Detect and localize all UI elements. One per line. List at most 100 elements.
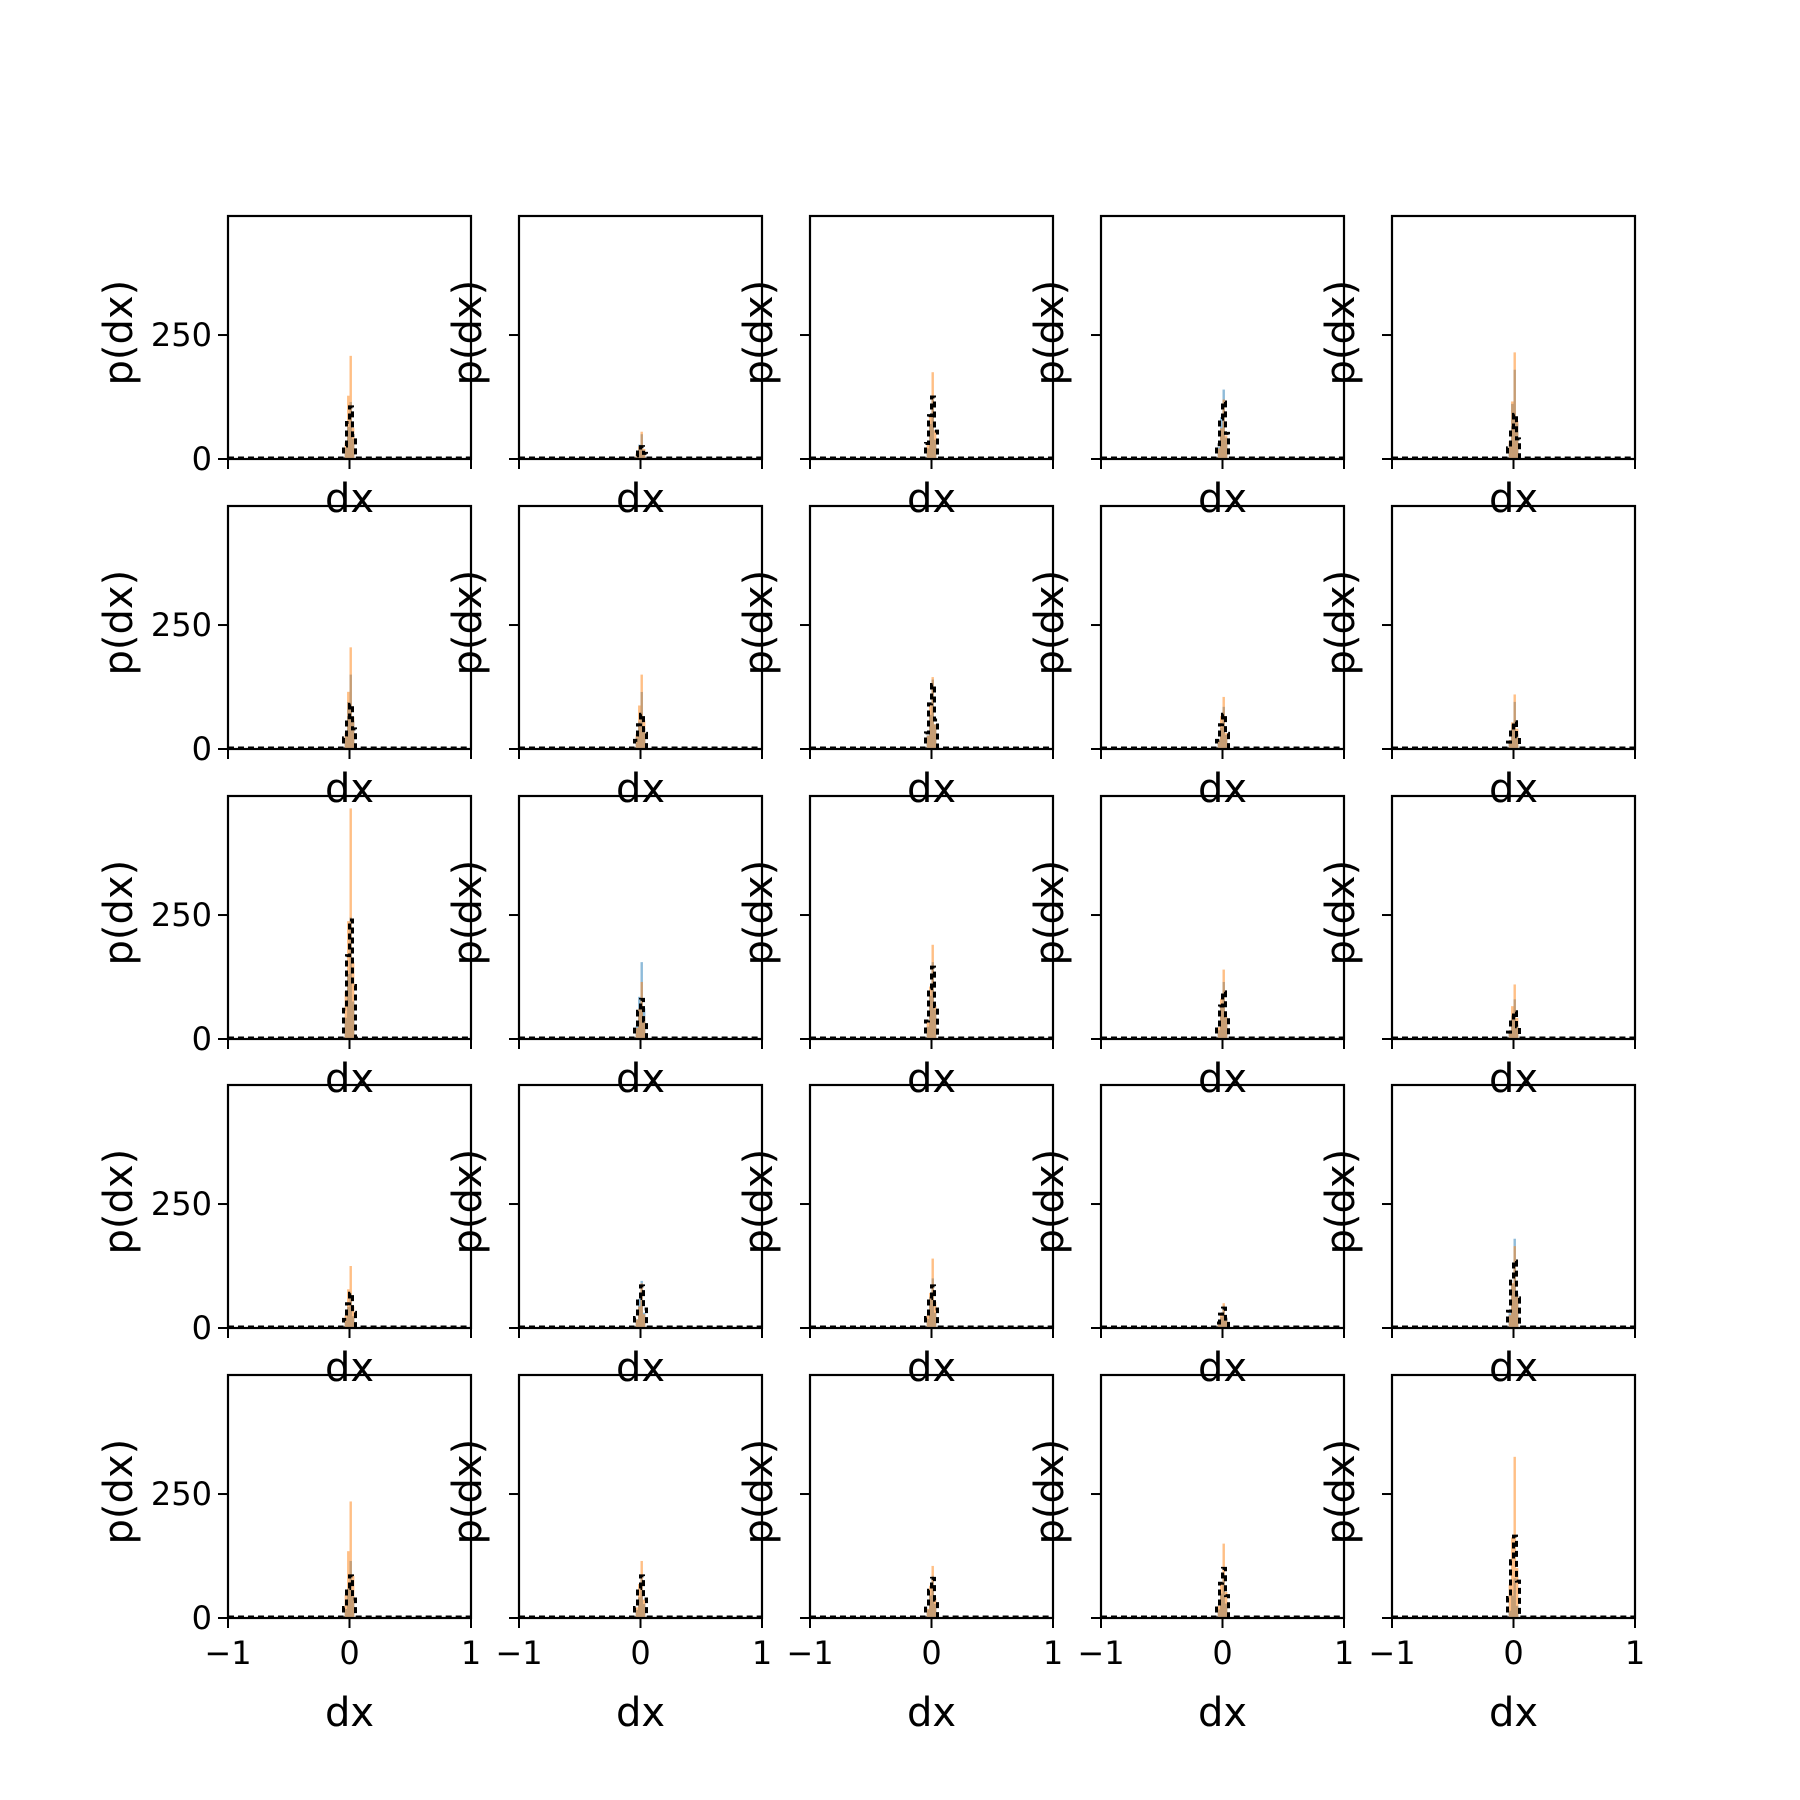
series-b-bar (931, 944, 934, 1039)
y-tick-label: 250 (151, 1185, 212, 1223)
series-b-bar (931, 677, 934, 749)
series-b-bar (1217, 448, 1221, 459)
panel-r2-c3: dx p(dx) (1027, 794, 1346, 1102)
series-b-bar (351, 962, 355, 1039)
series-b-bar (926, 1315, 930, 1328)
x-axis-label: dx (1198, 1345, 1247, 1391)
x-tick-label: −1 (1368, 1634, 1415, 1672)
series-b-bar (1508, 1315, 1512, 1328)
x-axis-label: dx (1489, 1345, 1538, 1391)
series-b-bar (1515, 1295, 1519, 1328)
series-c-line (810, 395, 1053, 460)
panel-r3-c1: dx p(dx) (445, 1083, 764, 1391)
series-b-bar (1222, 1543, 1225, 1618)
series-c-line (1392, 1259, 1635, 1329)
series-b-bar (1511, 1006, 1514, 1039)
series-b-bar (1511, 401, 1514, 459)
y-tick-label: 0 (192, 440, 212, 478)
panel-r4-c3: −1 0 1 dx p(dx) (1027, 1373, 1354, 1736)
series-b-bar (347, 1289, 350, 1328)
panel-r2-c0: 0 250 dx p(dx) (96, 794, 473, 1102)
series-b-bar (1224, 1591, 1228, 1618)
x-tick-label: 1 (1043, 1634, 1063, 1672)
series-c-line (1101, 1566, 1344, 1619)
series-b-bar (933, 430, 937, 459)
y-axis-label: p(dx) (445, 570, 491, 676)
x-axis-label: dx (907, 476, 956, 522)
series-c-line (1101, 712, 1344, 750)
y-axis-label: p(dx) (445, 1149, 491, 1255)
y-axis-label: p(dx) (96, 570, 142, 676)
series-b-bar (635, 1027, 639, 1039)
series-c-line (810, 965, 1053, 1040)
panel-r2-c4: dx p(dx) (1318, 794, 1637, 1102)
panel-r0-c4: dx p(dx) (1318, 214, 1637, 522)
series-b-bar (1511, 722, 1514, 749)
x-axis-label: dx (325, 766, 374, 812)
series-b-bar (1515, 1567, 1519, 1618)
x-axis-label: dx (907, 1056, 956, 1102)
panel-r1-c3: dx p(dx) (1027, 504, 1346, 812)
axes-frame (517, 214, 764, 461)
y-axis-label: p(dx) (96, 1149, 142, 1255)
series-c-line (228, 1574, 471, 1619)
y-axis-label: p(dx) (736, 1149, 782, 1255)
series-b-bar (1513, 694, 1516, 749)
x-axis-label: dx (1198, 476, 1247, 522)
series-c-line (1392, 412, 1635, 460)
series-c-line (519, 445, 762, 460)
series-b-bar (1224, 733, 1228, 749)
x-tick-label: 0 (630, 1634, 650, 1672)
series-b-bar (933, 1005, 937, 1039)
series-b-bar (1508, 441, 1512, 459)
y-axis-label: p(dx) (1027, 1149, 1073, 1255)
y-axis-label: p(dx) (1027, 280, 1073, 386)
series-b-bar (344, 991, 348, 1039)
series-b-bar (1515, 728, 1519, 749)
series-c-line (810, 683, 1053, 750)
series-b-bar (344, 1594, 348, 1618)
series-b-bar (1513, 1246, 1516, 1328)
series-b-bar (1217, 1027, 1221, 1039)
series-b-bar (638, 1306, 641, 1328)
y-tick-label: 0 (192, 730, 212, 768)
series-b-bar (929, 1292, 932, 1328)
x-tick-label: 0 (921, 1634, 941, 1672)
series-b-bar (344, 1315, 348, 1328)
series-b-bar (929, 1585, 932, 1618)
series-b-bar (929, 986, 932, 1039)
x-axis-label: dx (1489, 476, 1538, 522)
series-b-bar (933, 724, 937, 749)
x-tick-label: 0 (1212, 1634, 1232, 1672)
series-b-bar (635, 1319, 639, 1328)
series-b-bar (635, 1607, 639, 1618)
x-axis-label: dx (1489, 1056, 1538, 1102)
x-axis-label: dx (907, 1690, 956, 1736)
series-c-line (228, 405, 471, 460)
series-b-bar (1508, 1030, 1512, 1039)
x-tick-label: 1 (752, 1634, 772, 1672)
series-b-bar (931, 1565, 934, 1618)
x-axis-label: dx (616, 766, 665, 812)
x-tick-label: 0 (1503, 1634, 1523, 1672)
series-c-line (519, 1574, 762, 1619)
panel-r4-c2: −1 0 1 dx p(dx) (736, 1373, 1063, 1736)
series-b-bar (638, 446, 641, 459)
y-axis-label: p(dx) (1318, 1149, 1364, 1255)
x-axis-label: dx (1489, 1690, 1538, 1736)
x-tick-label: 1 (461, 1634, 481, 1672)
y-tick-label: 250 (151, 316, 212, 354)
y-axis-label: p(dx) (736, 1439, 782, 1545)
series-b-bar (1220, 428, 1223, 459)
series-b-bar (1220, 998, 1223, 1039)
y-axis-label: p(dx) (445, 280, 491, 386)
x-tick-label: −1 (204, 1634, 251, 1672)
y-axis-label: p(dx) (96, 280, 142, 386)
y-axis-label: p(dx) (96, 860, 142, 966)
series-b-bar (1224, 1016, 1228, 1039)
series-b-bar (1220, 1314, 1223, 1328)
y-axis-label: p(dx) (1027, 570, 1073, 676)
x-tick-label: −1 (786, 1634, 833, 1672)
series-b-bar (638, 1584, 641, 1618)
series-b-bar (1513, 984, 1516, 1039)
